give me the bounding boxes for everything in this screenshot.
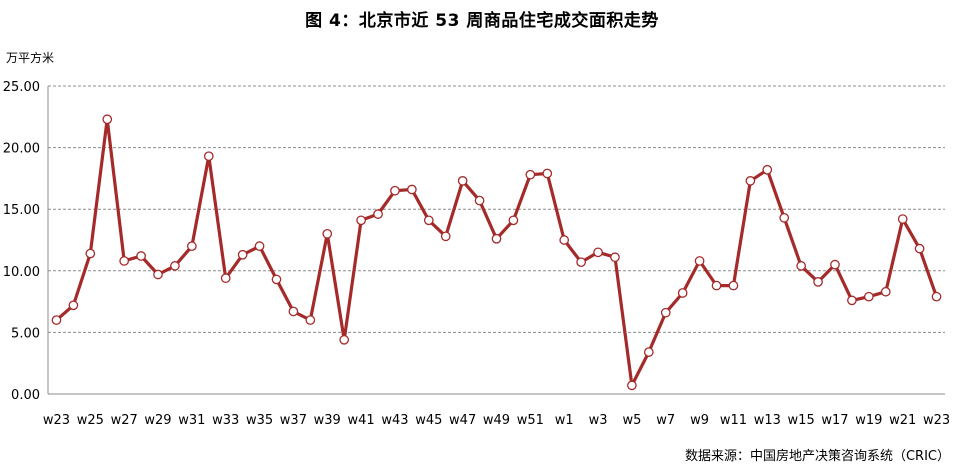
data-point [660, 307, 671, 318]
data-point [593, 247, 603, 258]
data-point [423, 215, 434, 226]
x-tick-label: w3 [589, 413, 608, 428]
data-point [474, 195, 485, 206]
x-tick-label: w43 [381, 413, 408, 428]
data-point [51, 315, 62, 325]
data-point [796, 261, 806, 271]
data-point [153, 269, 163, 280]
x-tick-label: w7 [656, 413, 675, 428]
data-point [85, 248, 96, 259]
data-point [830, 259, 840, 270]
data-point [728, 280, 739, 291]
x-tick-label: w29 [144, 413, 171, 428]
data-point [356, 215, 366, 226]
x-tick-label: w51 [517, 413, 544, 428]
x-tick-label: w41 [348, 413, 375, 428]
y-axis-ticks: 0.00 5.00 10.00 15.00 20.00 25.00 [3, 80, 40, 403]
data-point [813, 277, 823, 287]
y-tick-label: 15.00 [3, 203, 40, 218]
data-point [288, 306, 299, 317]
data-point [897, 214, 908, 224]
data-point [322, 228, 333, 239]
data-point [491, 233, 502, 244]
y-tick-label: 20.00 [3, 142, 40, 157]
data-point [68, 300, 79, 311]
data-point [762, 164, 773, 175]
data-point [931, 291, 942, 302]
data-point [779, 212, 790, 223]
data-point [187, 241, 197, 252]
x-tick-label: w21 [889, 413, 916, 428]
data-point [170, 261, 180, 271]
x-tick-label: w13 [754, 413, 781, 428]
data-point [847, 295, 857, 306]
x-tick-label: w31 [178, 413, 205, 428]
x-tick-label: w45 [415, 413, 442, 428]
data-point [339, 334, 350, 345]
data-point [643, 347, 654, 357]
data-point [305, 315, 316, 325]
data-point [407, 184, 417, 195]
data-point [576, 257, 586, 268]
series-line [55, 117, 939, 387]
data-point [508, 215, 519, 226]
x-tick-label: w39 [314, 413, 341, 428]
data-point [525, 169, 536, 180]
data-point [559, 235, 570, 245]
x-tick-label: w19 [855, 413, 882, 428]
x-tick-label: w17 [821, 413, 848, 428]
x-axis-ticks: w23 w25 w27 w29 w31 w33 w35 w37 w39 w41 w43 w45 w47 w… [43, 413, 950, 428]
x-tick-label: w15 [788, 413, 815, 428]
data-point [203, 151, 214, 162]
x-tick-label: w33 [212, 413, 239, 428]
data-point [440, 231, 451, 242]
data-point [914, 243, 925, 254]
y-tick-label: 5.00 [11, 326, 40, 341]
y-tick-label: 0.00 [11, 388, 40, 403]
y-tick-label: 25.00 [3, 80, 40, 95]
data-point [220, 273, 231, 284]
chart-title: 图 4：北京市近 53 周商品住宅成交面积走势 [305, 11, 659, 31]
data-point [254, 241, 265, 252]
data-point [863, 291, 874, 302]
data-point [711, 280, 722, 291]
x-tick-label: w9 [690, 413, 709, 428]
data-point [119, 256, 130, 266]
x-tick-label: w11 [720, 413, 747, 428]
y-axis-unit-label: 万平方米 [6, 51, 55, 65]
data-point [745, 176, 756, 186]
x-tick-label: w47 [449, 413, 476, 428]
data-point [610, 252, 620, 263]
data-point [627, 380, 637, 391]
x-tick-label: w23 [43, 413, 70, 428]
x-tick-label: w1 [555, 413, 574, 428]
data-point [237, 249, 248, 260]
series-layer [51, 114, 942, 391]
data-point [677, 288, 688, 298]
data-point [880, 286, 891, 297]
x-tick-label: w5 [622, 413, 641, 428]
x-tick-label: w27 [111, 413, 138, 428]
data-point [542, 168, 553, 179]
x-tick-label: w23 [923, 413, 950, 428]
x-tick-label: w49 [483, 413, 510, 428]
data-point [373, 209, 383, 219]
data-point [271, 274, 282, 285]
data-point [390, 185, 400, 196]
data-point [457, 176, 468, 186]
data-point [102, 114, 113, 125]
x-tick-label: w35 [246, 413, 273, 428]
gridlines [47, 85, 945, 395]
y-tick-label: 10.00 [3, 265, 40, 280]
x-tick-label: w37 [280, 413, 307, 428]
data-point [694, 256, 705, 266]
data-source-note: 数据来源：中国房地产决策咨询系统（CRIC） [684, 449, 950, 464]
x-tick-label: w25 [77, 413, 104, 428]
data-point [136, 251, 146, 261]
